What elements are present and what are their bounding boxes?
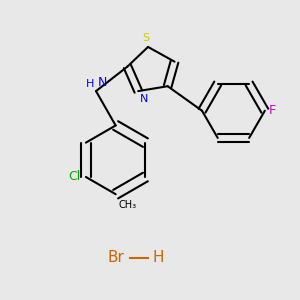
Text: N: N	[140, 94, 148, 104]
Text: H: H	[86, 79, 94, 89]
Text: H: H	[152, 250, 164, 266]
Text: F: F	[269, 104, 276, 117]
Text: Br: Br	[107, 250, 124, 266]
Text: N: N	[98, 76, 107, 89]
Text: Cl: Cl	[69, 170, 81, 184]
Text: CH₃: CH₃	[118, 200, 137, 210]
Text: S: S	[142, 33, 150, 43]
